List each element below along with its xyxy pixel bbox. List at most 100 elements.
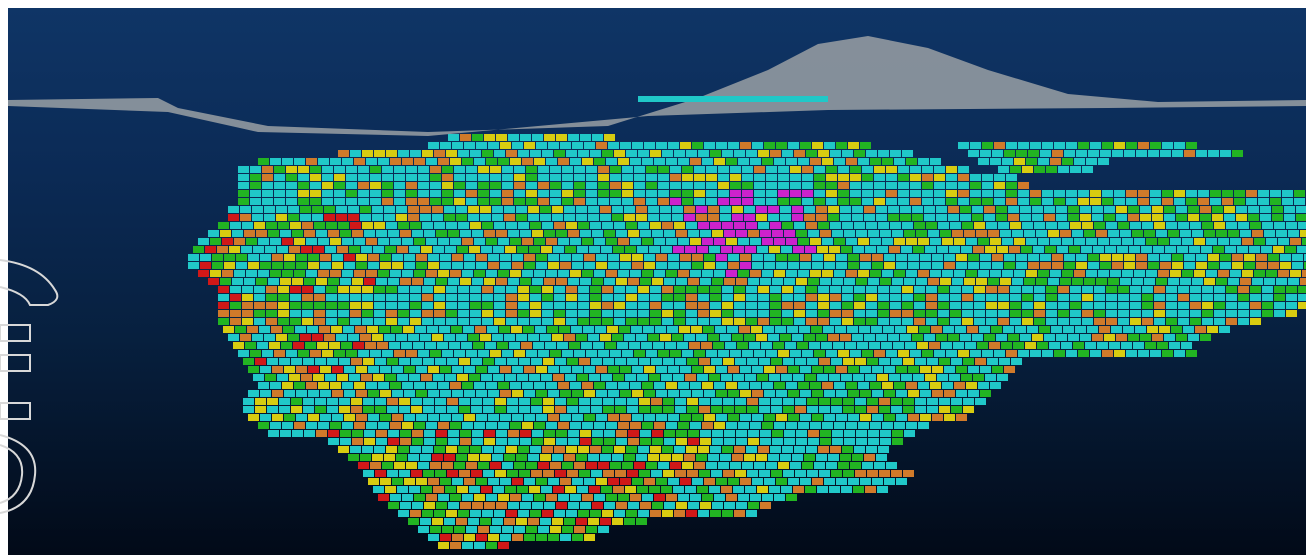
model-block — [420, 518, 431, 525]
model-block — [908, 262, 919, 269]
model-block — [452, 262, 463, 269]
model-block — [498, 542, 509, 549]
model-block — [742, 174, 753, 181]
model-block — [850, 166, 861, 173]
model-block — [728, 262, 739, 269]
model-block — [702, 158, 713, 165]
model-block — [276, 334, 287, 341]
model-block — [406, 166, 417, 173]
model-block — [289, 246, 300, 253]
model-block — [878, 286, 889, 293]
model-block — [494, 286, 505, 293]
model-block — [483, 358, 494, 365]
model-block — [800, 142, 811, 149]
model-block — [975, 358, 986, 365]
model-block — [868, 438, 879, 445]
model-block — [1152, 334, 1163, 341]
model-block — [650, 446, 661, 453]
model-block — [1142, 222, 1153, 229]
model-block — [698, 446, 709, 453]
model-block — [1266, 238, 1277, 245]
model-block — [344, 390, 355, 397]
model-block — [272, 254, 283, 261]
model-block — [906, 382, 917, 389]
model-block — [1250, 286, 1261, 293]
model-block — [962, 302, 973, 309]
model-block — [1216, 278, 1227, 285]
model-block — [1054, 142, 1065, 149]
model-block — [857, 342, 868, 349]
model-block — [670, 462, 681, 469]
model-block — [602, 294, 613, 301]
model-block — [770, 318, 781, 325]
model-block — [958, 174, 969, 181]
model-block — [1154, 310, 1165, 317]
model-block — [564, 206, 575, 213]
model-block — [448, 438, 459, 445]
model-block — [487, 326, 498, 333]
model-block — [428, 142, 439, 149]
model-block — [726, 158, 737, 165]
model-block — [507, 406, 518, 413]
model-block — [422, 286, 433, 293]
model-block — [310, 350, 321, 357]
model-block — [772, 438, 783, 445]
model-block — [726, 270, 737, 277]
model-block — [198, 270, 209, 277]
model-block — [986, 310, 997, 317]
model-block — [955, 326, 966, 333]
model-block — [538, 174, 549, 181]
model-block — [853, 374, 864, 381]
model-block — [856, 430, 867, 437]
model-block — [660, 206, 671, 213]
model-block — [758, 222, 769, 229]
model-block — [484, 430, 495, 437]
model-block — [1082, 294, 1093, 301]
model-block — [626, 318, 637, 325]
model-block — [974, 310, 985, 317]
model-viewport[interactable] — [8, 8, 1306, 555]
model-block — [726, 382, 737, 389]
model-block — [566, 150, 577, 157]
model-block — [951, 406, 962, 413]
model-block — [486, 158, 497, 165]
model-block — [838, 182, 849, 189]
model-block — [762, 158, 773, 165]
model-block — [400, 502, 411, 509]
model-block — [787, 326, 798, 333]
model-block — [1099, 326, 1110, 333]
model-block — [818, 222, 829, 229]
model-block — [456, 214, 467, 221]
model-block — [603, 406, 614, 413]
model-block — [1054, 198, 1065, 205]
model-block — [432, 454, 443, 461]
model-block — [1150, 198, 1161, 205]
model-block — [762, 422, 773, 429]
model-block — [436, 230, 447, 237]
model-block — [606, 494, 617, 501]
model-block — [245, 342, 256, 349]
model-block — [922, 190, 933, 197]
model-block — [760, 230, 771, 237]
model-block — [411, 398, 422, 405]
model-block — [1002, 270, 1013, 277]
model-block — [282, 238, 293, 245]
model-block — [852, 454, 863, 461]
model-block — [678, 494, 689, 501]
model-block — [596, 366, 607, 373]
model-block — [938, 318, 949, 325]
model-block — [810, 270, 821, 277]
model-block — [571, 326, 582, 333]
model-block — [497, 342, 508, 349]
model-block — [674, 302, 685, 309]
model-block — [686, 150, 697, 157]
model-block — [901, 246, 912, 253]
model-block — [485, 342, 496, 349]
model-block — [646, 198, 657, 205]
model-block — [292, 230, 303, 237]
model-block — [751, 326, 762, 333]
model-block — [1232, 262, 1243, 269]
model-block — [892, 438, 903, 445]
model-block — [828, 454, 839, 461]
model-block — [1106, 302, 1117, 309]
